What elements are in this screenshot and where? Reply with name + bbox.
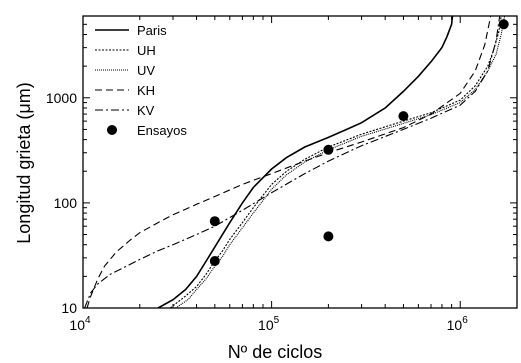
x-tick-label: 104 [69, 315, 91, 333]
y-tick-label: 10 [61, 300, 77, 316]
y-axis-title: Longitud grieta (μm) [14, 82, 34, 243]
series-group [84, 16, 509, 308]
plot-layer [84, 16, 509, 308]
series-line-kh [86, 16, 492, 308]
data-point-ensayos [323, 144, 334, 155]
plot-frame [82, 15, 518, 309]
y-tick-label: 1000 [46, 90, 77, 106]
legend-label-uv: UV [137, 63, 155, 78]
legend: Paris UH UV KH KV Ensayos [95, 23, 187, 138]
data-point-ensayos [498, 19, 509, 30]
y-tick-label: 100 [54, 195, 78, 211]
x-tick-exponent: 4 [85, 315, 91, 326]
x-axis-title: Nº de ciclos [228, 342, 323, 362]
data-point-ensayos [209, 216, 220, 227]
data-point-ensayos [398, 111, 409, 122]
data-point-ensayos [323, 231, 334, 242]
legend-label-uh: UH [137, 43, 156, 58]
x-tick-exponent: 6 [462, 315, 468, 326]
legend-label-paris: Paris [137, 23, 167, 38]
series-line-uh [169, 16, 502, 308]
x-tick-exponent: 5 [274, 315, 280, 326]
x-tick-label: 106 [447, 315, 469, 333]
data-point-ensayos [209, 256, 220, 266]
legend-label-kv: KV [137, 103, 155, 118]
axes: 104 105 106 10 100 1000 [46, 15, 518, 333]
legend-label-kh: KH [137, 83, 155, 98]
series-line-paris [157, 16, 454, 308]
x-tick-label: 105 [258, 315, 280, 333]
legend-label-ensayos: Ensayos [137, 123, 187, 138]
series-line-uv [175, 16, 506, 308]
series-line-kv [84, 16, 501, 308]
legend-marker-ensayos [107, 125, 117, 135]
